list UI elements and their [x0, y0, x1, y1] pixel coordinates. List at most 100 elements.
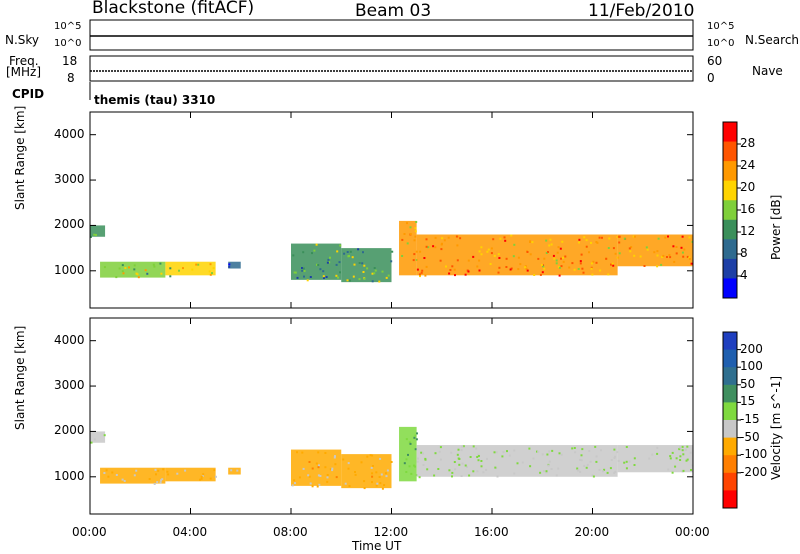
power-echo-speckle [327, 258, 330, 261]
power-echo-speckle [486, 250, 489, 253]
velocity-echo-speckle [583, 464, 586, 467]
velocity-echo-speckle [93, 438, 96, 441]
power-echo-speckle [611, 262, 614, 265]
date-label: 11/Feb/2010 [588, 1, 695, 21]
power-echo-speckle [146, 272, 149, 275]
x-tick-label: 08:00 [273, 525, 308, 539]
velocity-echo-speckle [678, 448, 681, 451]
power-echo-speckle [322, 270, 325, 273]
velocity-echo-speckle [315, 462, 318, 465]
power-echo-speckle [493, 254, 496, 257]
power-echo-speckle [346, 279, 349, 282]
velocity-echo-speckle [513, 449, 516, 452]
velocity-echo-speckle [689, 451, 692, 454]
colorbar-tick-label: -15 [740, 412, 760, 426]
power-echo-speckle [585, 239, 588, 242]
power-echo-speckle [548, 244, 551, 247]
velocity-echo-speckle [200, 475, 203, 478]
power-echo-speckle [579, 262, 582, 265]
velocity-echo-speckle [456, 453, 459, 456]
freq-tick-high: 18 [62, 54, 78, 68]
power-echo-speckle [598, 236, 601, 239]
velocity-echo-speckle [363, 480, 366, 483]
velocity-echo-speckle [209, 477, 212, 480]
velocity-echo-speckle [671, 471, 674, 474]
power-panel [89, 111, 694, 309]
power-echo-speckle [144, 269, 147, 272]
velocity-echo-speckle [579, 470, 582, 473]
power-echo-region [228, 261, 241, 269]
velocity-echo-speckle [542, 470, 545, 473]
colorbar-segment [723, 349, 737, 368]
power-echo-speckle [211, 272, 213, 275]
power-echo-speckle [93, 233, 96, 236]
power-echo-speckle [169, 267, 172, 270]
power-echo-speckle [124, 267, 127, 269]
power-echo-speckle [531, 241, 534, 244]
colorbar-segment [723, 141, 737, 162]
velocity-echo-speckle [376, 482, 379, 485]
power-echo-speckle [490, 252, 493, 255]
power-echo-speckle [329, 256, 331, 259]
colorbar-tick-label: 100 [740, 359, 763, 374]
velocity-echo-speckle [371, 481, 373, 484]
power-echo-speckle [374, 269, 377, 272]
power-echo-speckle [553, 257, 556, 260]
station-title: Blackstone (fitACF) [92, 0, 255, 18]
power-echo-speckle [688, 256, 691, 259]
nsearch-scale-top: 10^5 [707, 21, 735, 32]
velocity-echo-speckle [294, 482, 296, 485]
power-echo-speckle [373, 272, 376, 275]
power-echo-speckle [325, 276, 328, 278]
velocity-echo-speckle [595, 455, 598, 458]
velocity-echo-speckle [548, 450, 551, 453]
power-echo-speckle [121, 270, 124, 273]
velocity-echo-speckle [405, 458, 408, 461]
velocity-echo-speckle [576, 467, 579, 470]
velocity-echo-speckle [148, 478, 151, 480]
power-echo-speckle [585, 245, 588, 248]
velocity-echo-speckle [495, 451, 498, 454]
power-echo-speckle [137, 276, 140, 279]
velocity-echo-speckle [410, 472, 413, 475]
power-echo-speckle [363, 277, 366, 280]
velocity-echo-speckle [560, 453, 563, 456]
power-echo-speckle [590, 262, 593, 265]
velocity-panel [89, 317, 694, 515]
velocity-echo-speckle [656, 446, 659, 449]
velocity-echo-speckle [457, 448, 460, 451]
velocity-echo-speckle [502, 451, 505, 454]
velocity-echo-speckle [331, 467, 334, 470]
power-echo-speckle [209, 273, 212, 276]
velocity-echo-speckle [135, 469, 138, 472]
power-echo-speckle [303, 270, 306, 272]
power-echo-speckle [588, 251, 590, 254]
velocity-echo-speckle [324, 452, 327, 454]
power-echo-speckle [326, 261, 329, 264]
velocity-echo-speckle [439, 446, 442, 449]
velocity-echo-speckle [477, 455, 480, 457]
velocity-echo-speckle [580, 459, 583, 462]
power-echo-region [100, 261, 166, 278]
freq-panel-frame [89, 55, 694, 82]
power-echo-speckle [323, 277, 325, 279]
power-echo-speckle [419, 250, 422, 253]
velocity-echo-speckle [360, 461, 363, 464]
colorbar-tick-label: 200 [740, 341, 763, 356]
power-echo-speckle [489, 263, 492, 265]
power-echo-speckle [197, 263, 200, 266]
velocity-echo-speckle [586, 463, 589, 466]
power-echo-speckle [581, 267, 584, 270]
velocity-echo-speckle [157, 469, 160, 472]
power-echo-speckle [454, 274, 456, 277]
nsky-panel-frame [89, 19, 694, 51]
velocity-echo-speckle [439, 458, 442, 461]
power-echo-speckle [478, 259, 481, 262]
power-echo-speckle [591, 273, 594, 276]
colorbar-segment [723, 437, 737, 456]
velocity-echo-speckle [472, 470, 475, 473]
velocity-echo-speckle [317, 451, 320, 454]
cpid-text: themis (tau) 3310 [94, 93, 216, 107]
velocity-echo-region [165, 467, 216, 482]
